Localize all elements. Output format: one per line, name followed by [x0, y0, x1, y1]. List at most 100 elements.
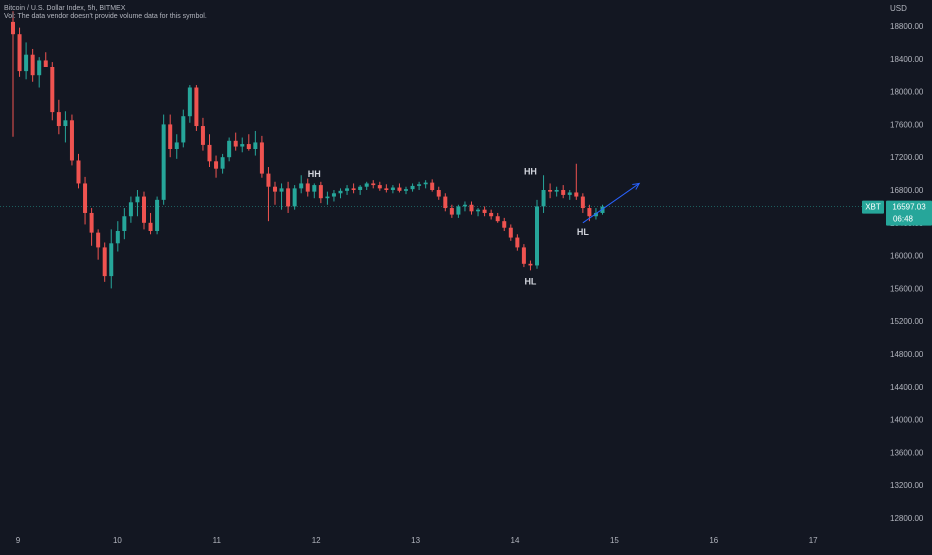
- candle-body: [508, 227, 513, 238]
- candle: [462, 201, 467, 212]
- candle-body: [200, 126, 205, 145]
- candle: [305, 178, 310, 197]
- candle: [200, 117, 205, 151]
- candle: [253, 130, 258, 156]
- x-axis[interactable]: 9 10 11 12 13 14 15 16 17: [16, 536, 818, 545]
- candle: [554, 186, 559, 197]
- candle-body: [83, 183, 88, 213]
- candle-body: [299, 183, 304, 189]
- candle-body: [443, 196, 448, 209]
- y-tick-label: 18800.00: [890, 22, 924, 31]
- candle: [567, 190, 572, 200]
- candle-body: [430, 182, 435, 190]
- candles: [11, 11, 605, 289]
- x-tick-label: 10: [113, 536, 122, 545]
- x-tick-label: 11: [213, 536, 222, 545]
- symbol-title[interactable]: Bitcoin / U.S. Dollar Index, 5h, BITMEX: [4, 5, 126, 12]
- candle: [233, 132, 238, 151]
- candle-body: [449, 208, 454, 215]
- y-tick-label: 13600.00: [890, 448, 924, 457]
- candle-body: [76, 160, 81, 184]
- swing-label: HH: [308, 169, 321, 179]
- candle-body: [436, 190, 441, 197]
- candle: [17, 27, 22, 77]
- candle: [495, 212, 500, 223]
- candle-body: [102, 247, 107, 277]
- y-tick-label: 13200.00: [890, 481, 924, 490]
- candle-body: [181, 116, 186, 143]
- candle-body: [469, 204, 474, 212]
- candle: [502, 217, 507, 231]
- candle: [580, 193, 585, 213]
- candle: [246, 134, 251, 151]
- symbol-badge-label: XBT: [865, 203, 881, 212]
- candle: [318, 181, 323, 204]
- candle-body: [410, 185, 415, 190]
- currency-label: USD: [890, 4, 907, 13]
- y-tick-label: 17200.00: [890, 153, 924, 162]
- candle: [50, 62, 55, 121]
- candle-body: [462, 204, 467, 207]
- candle: [168, 114, 173, 158]
- candle-body: [345, 188, 350, 191]
- candle: [345, 185, 350, 195]
- candle-body: [528, 263, 533, 266]
- candle-body: [286, 188, 291, 207]
- candle: [135, 190, 140, 217]
- candle-body: [56, 112, 61, 127]
- annotations: HH HH HL HL: [308, 166, 641, 286]
- candle-body: [580, 196, 585, 209]
- candle-body: [30, 54, 35, 76]
- candle: [541, 175, 546, 213]
- x-tick-label: 15: [610, 536, 619, 545]
- candle: [476, 208, 481, 217]
- candle: [410, 183, 415, 192]
- candle-body: [351, 188, 356, 190]
- candle-body: [312, 185, 317, 192]
- x-tick-label: 16: [709, 536, 718, 545]
- candle-body: [384, 188, 389, 190]
- candle-body: [574, 192, 579, 197]
- candle-body: [11, 21, 15, 35]
- candle: [482, 206, 487, 217]
- candle-body: [240, 144, 245, 147]
- candle-body: [476, 209, 481, 212]
- candle: [122, 208, 127, 240]
- candle-body: [456, 206, 461, 215]
- y-axis[interactable]: USD 18800.00 18400.00 18000.00 17600.00 17200…: [890, 4, 924, 523]
- candle: [266, 167, 271, 222]
- candle: [286, 181, 291, 213]
- candle: [273, 181, 277, 205]
- y-tick-label: 12800.00: [890, 514, 924, 523]
- swing-label: HL: [524, 276, 536, 286]
- candle: [161, 114, 166, 205]
- candle-body: [279, 188, 284, 192]
- candle-body: [174, 142, 179, 149]
- candle-body: [404, 189, 408, 191]
- candle: [30, 48, 35, 82]
- candle: [417, 181, 422, 190]
- candle-body: [259, 142, 264, 174]
- trend-arrow-line[interactable]: [582, 183, 640, 224]
- candle-body: [24, 54, 29, 72]
- candle: [155, 196, 160, 235]
- candle-body: [515, 237, 520, 248]
- price-badge-value: 16597.03: [892, 203, 926, 212]
- candle-body: [168, 124, 173, 149]
- candle-body: [273, 186, 277, 192]
- candle: [96, 229, 101, 260]
- candle-body: [214, 161, 219, 169]
- candle: [11, 11, 15, 137]
- candle-body: [266, 173, 271, 187]
- candle-body: [423, 182, 428, 185]
- candle-body: [535, 206, 539, 266]
- trend-arrow-head-icon: [632, 182, 641, 190]
- candle: [331, 190, 336, 202]
- candle-body: [253, 142, 258, 149]
- candle: [227, 137, 232, 162]
- candle: [279, 183, 284, 210]
- candle: [436, 186, 441, 200]
- candle: [63, 111, 68, 143]
